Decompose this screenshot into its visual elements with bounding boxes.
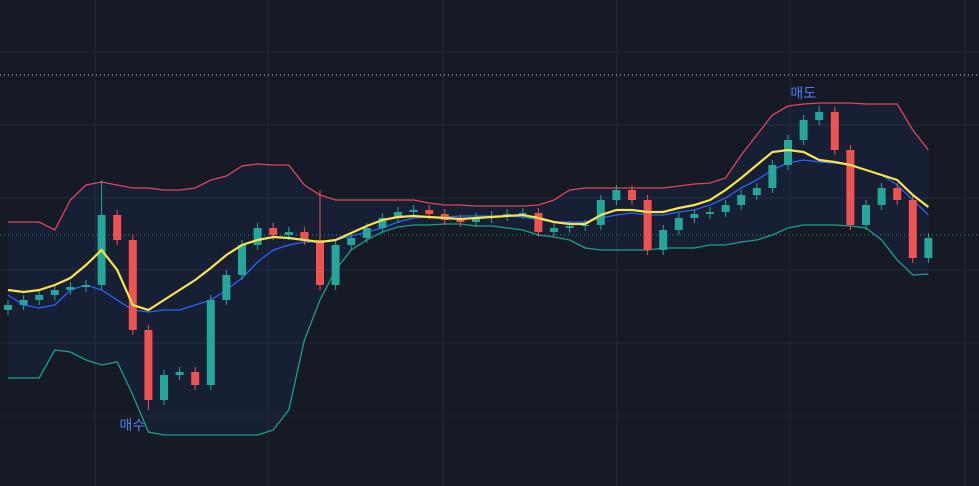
candle-body — [706, 212, 714, 214]
lower-band — [8, 223, 929, 436]
candle-body — [144, 330, 153, 400]
candle-body — [331, 245, 340, 285]
candle-body — [253, 228, 262, 245]
candle-body — [659, 230, 668, 250]
candle-body — [347, 238, 356, 245]
moving-average — [7, 148, 930, 312]
candle-body — [799, 120, 808, 140]
candle-body — [425, 210, 434, 214]
candle-body — [472, 218, 480, 222]
candle-body — [269, 228, 278, 235]
candle-body — [300, 232, 309, 240]
candle-body — [768, 165, 777, 188]
candle-body — [690, 214, 699, 218]
candle-body — [394, 212, 402, 218]
candle-body — [815, 112, 824, 120]
candle-body — [160, 375, 168, 400]
candle-body — [191, 372, 200, 385]
candle-body — [581, 225, 590, 226]
candle-body — [908, 200, 917, 258]
candle-body — [222, 275, 231, 300]
candle-body — [284, 232, 293, 235]
candle-body — [362, 228, 371, 238]
candle-body — [66, 287, 75, 290]
candle-body — [596, 200, 605, 225]
candle-body — [924, 238, 933, 258]
candle-body — [82, 285, 90, 287]
candle-body — [409, 210, 418, 212]
candle-body — [456, 220, 465, 222]
candle-body — [643, 200, 652, 250]
candle-body — [378, 218, 387, 228]
upper-band — [8, 102, 929, 231]
candle-body — [565, 226, 574, 228]
sell-signal: 매도 — [790, 86, 816, 102]
candle-body — [4, 305, 12, 310]
candle-body — [206, 300, 215, 385]
candle-body — [518, 213, 527, 214]
candle-body — [674, 218, 683, 230]
candle-body — [113, 215, 122, 240]
candle-body — [721, 205, 730, 212]
candle-body — [35, 295, 44, 300]
candle-body — [550, 228, 558, 232]
candle-body — [784, 140, 792, 165]
candle-body — [50, 290, 59, 295]
candle-body — [862, 205, 870, 225]
candle-body — [877, 188, 886, 205]
candle-body — [238, 245, 246, 275]
buy-signal: 매수 — [120, 418, 146, 434]
candle-body — [19, 300, 28, 305]
candle-body — [893, 188, 902, 200]
candle-body — [316, 240, 324, 285]
candle-body — [846, 150, 855, 225]
candle-body — [737, 195, 746, 205]
candle-body — [534, 213, 543, 232]
candle-body — [830, 112, 839, 150]
candle-body — [628, 190, 636, 200]
band-area — [8, 103, 929, 435]
candle-body — [128, 240, 137, 330]
candle-body — [612, 190, 621, 200]
candle-body — [752, 188, 761, 195]
candle-body — [175, 372, 184, 375]
